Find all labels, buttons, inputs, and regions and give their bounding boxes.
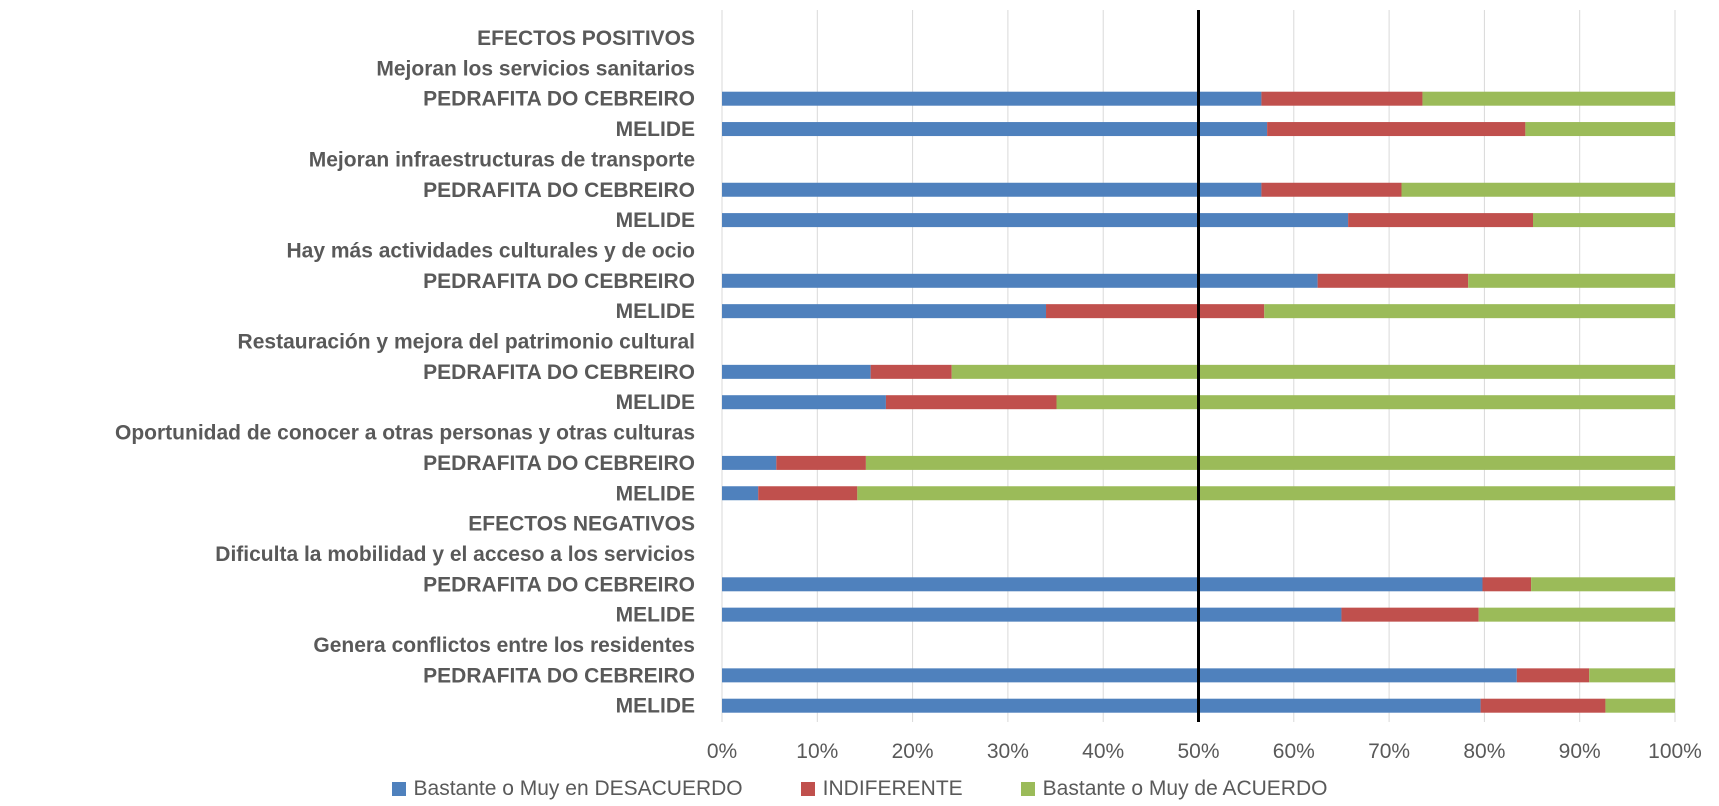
bar-segment-desacuerdo <box>722 122 1268 137</box>
bar-segment-indiferente <box>1046 304 1265 319</box>
legend-label: INDIFERENTE <box>822 777 963 800</box>
bar-segment-acuerdo <box>865 455 1675 470</box>
bar-segment-acuerdo <box>1478 607 1675 622</box>
bar-segment-indiferente <box>1317 273 1469 288</box>
category-label: Mejoran los servicios sanitarios <box>376 57 695 80</box>
bars <box>722 91 1675 713</box>
legend-swatch <box>1020 782 1035 796</box>
bar-segment-desacuerdo <box>722 364 871 379</box>
bar-segment-desacuerdo <box>722 668 1517 683</box>
x-tick-label: 0% <box>707 740 737 763</box>
bar-segment-acuerdo <box>1401 182 1675 197</box>
category-label: PEDRAFITA DO CEBREIRO <box>423 452 695 475</box>
stacked-bar-chart: EFECTOS POSITIVOS Mejoran los servicios s… <box>115 10 1702 763</box>
category-label: PEDRAFITA DO CEBREIRO <box>423 88 695 111</box>
x-tick-label: 100% <box>1648 740 1702 763</box>
x-tick-label: 20% <box>892 740 934 763</box>
category-label: Dificulta la mobilidad y el acceso a los… <box>215 543 695 566</box>
bar-segment-acuerdo <box>1533 213 1675 228</box>
category-label: PEDRAFITA DO CEBREIRO <box>423 270 695 293</box>
category-label: EFECTOS NEGATIVOS <box>468 513 695 536</box>
bar-segment-desacuerdo <box>722 577 1483 592</box>
category-label: PEDRAFITA DO CEBREIRO <box>423 573 695 596</box>
category-label: MELIDE <box>616 209 695 232</box>
bar-segment-desacuerdo <box>722 455 777 470</box>
legend-swatch <box>391 782 406 796</box>
legend-label: Bastante o Muy en DESACUERDO <box>413 777 743 800</box>
bar-segment-desacuerdo <box>722 304 1047 319</box>
category-labels: EFECTOS POSITIVOS Mejoran los servicios s… <box>115 27 695 718</box>
category-label: Genera conflictos entre los residentes <box>313 634 695 657</box>
bar-segment-desacuerdo <box>722 395 886 410</box>
x-tick-labels: 0% 10% 20% 30% 40% 50% 60% 70% 80% 90% 100% <box>707 740 1702 763</box>
bar-segment-desacuerdo <box>722 698 1481 713</box>
category-label: EFECTOS POSITIVOS <box>477 27 695 50</box>
x-tick-label: 30% <box>987 740 1029 763</box>
bar-segment-acuerdo <box>1264 304 1675 319</box>
x-tick-label: 60% <box>1273 740 1315 763</box>
bar-segment-acuerdo <box>1589 668 1675 683</box>
bar-segment-acuerdo <box>857 486 1675 501</box>
bar-segment-indiferente <box>1482 577 1532 592</box>
bar-segment-indiferente <box>870 364 952 379</box>
category-label: Hay más actividades culturales y de ocio <box>286 239 695 262</box>
bar-segment-desacuerdo <box>722 91 1262 106</box>
category-label: Mejoran infraestructuras de transporte <box>309 148 695 171</box>
category-label: Oportunidad de conocer a otras personas … <box>115 422 695 445</box>
legend-item-indiferente: INDIFERENTE <box>800 772 963 806</box>
bar-segment-acuerdo <box>1605 698 1675 713</box>
bar-segment-acuerdo <box>1056 395 1675 410</box>
legend: Bastante o Muy en DESACUERDO INDIFERENTE B… <box>0 772 1719 806</box>
bar-segment-acuerdo <box>1468 273 1675 288</box>
category-label: Restauración y mejora del patrimonio cul… <box>238 331 695 354</box>
bar-segment-acuerdo <box>951 364 1675 379</box>
category-label: MELIDE <box>616 118 695 141</box>
x-tick-label: 40% <box>1082 740 1124 763</box>
x-tick-label: 50% <box>1177 740 1219 763</box>
legend-item-acuerdo: Bastante o Muy de ACUERDO <box>1020 772 1328 806</box>
bar-segment-acuerdo <box>1531 577 1675 592</box>
category-label: MELIDE <box>616 300 695 323</box>
bar-segment-indiferente <box>885 395 1057 410</box>
bar-segment-desacuerdo <box>722 273 1318 288</box>
bar-segment-indiferente <box>1267 122 1526 137</box>
category-label: MELIDE <box>616 604 695 627</box>
category-label: PEDRAFITA DO CEBREIRO <box>423 664 695 687</box>
bar-segment-acuerdo <box>1422 91 1675 106</box>
category-label: MELIDE <box>616 695 695 718</box>
bar-segment-desacuerdo <box>722 182 1262 197</box>
bar-segment-indiferente <box>1261 182 1402 197</box>
bar-segment-desacuerdo <box>722 486 759 501</box>
category-label: MELIDE <box>616 391 695 414</box>
category-label: PEDRAFITA DO CEBREIRO <box>423 179 695 202</box>
category-label: MELIDE <box>616 482 695 505</box>
x-tick-label: 10% <box>796 740 838 763</box>
category-label: PEDRAFITA DO CEBREIRO <box>423 361 695 384</box>
bar-segment-indiferente <box>1261 91 1423 106</box>
bar-segment-desacuerdo <box>722 607 1342 622</box>
bar-segment-indiferente <box>776 455 866 470</box>
bar-segment-desacuerdo <box>722 213 1349 228</box>
legend-item-desacuerdo: Bastante o Muy en DESACUERDO <box>391 772 743 806</box>
bar-segment-indiferente <box>1348 213 1534 228</box>
bar-segment-indiferente <box>1516 668 1590 683</box>
x-tick-label: 80% <box>1463 740 1505 763</box>
legend-label: Bastante o Muy de ACUERDO <box>1042 777 1328 800</box>
bar-segment-indiferente <box>758 486 858 501</box>
bar-segment-indiferente <box>1341 607 1479 622</box>
x-tick-label: 70% <box>1368 740 1410 763</box>
bar-segment-indiferente <box>1480 698 1606 713</box>
legend-swatch <box>800 782 815 796</box>
x-tick-label: 90% <box>1559 740 1601 763</box>
bar-segment-acuerdo <box>1525 122 1675 137</box>
